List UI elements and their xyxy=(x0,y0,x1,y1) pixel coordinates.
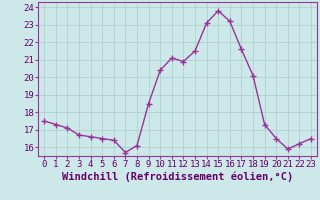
X-axis label: Windchill (Refroidissement éolien,°C): Windchill (Refroidissement éolien,°C) xyxy=(62,172,293,182)
